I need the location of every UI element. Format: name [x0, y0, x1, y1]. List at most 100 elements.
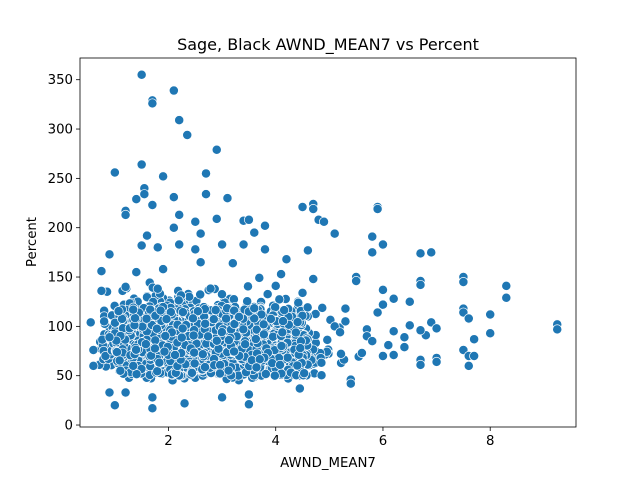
data-point-outlier: [120, 209, 131, 220]
data-point-outlier: [415, 279, 426, 290]
data-point: [221, 313, 232, 324]
data-point: [151, 323, 162, 334]
data-point: [128, 360, 139, 371]
data-point: [217, 289, 227, 300]
data-point-outlier: [227, 258, 238, 269]
data-point: [295, 343, 306, 354]
data-point-outlier: [458, 277, 469, 287]
data-point: [249, 313, 260, 324]
data-point-outlier: [351, 276, 362, 286]
data-point-outlier: [158, 171, 169, 182]
y-tick-label: 200: [48, 221, 73, 236]
data-point-outlier: [485, 328, 496, 339]
data-point-outlier: [182, 130, 193, 140]
data-point-outlier: [243, 389, 254, 400]
data-point: [189, 358, 200, 369]
data-point-outlier: [297, 287, 308, 298]
data-point-outlier: [388, 350, 399, 360]
data-point: [316, 357, 327, 368]
data-point: [292, 360, 303, 371]
data-point-outlier: [270, 280, 281, 291]
data-point: [140, 339, 151, 350]
y-axis-label: Percent: [25, 217, 40, 267]
data-point: [141, 313, 152, 324]
data-point-outlier: [174, 115, 185, 126]
data-point-outlier: [302, 245, 313, 256]
data-point: [262, 289, 273, 300]
data-point-outlier: [152, 242, 163, 253]
data-point: [187, 367, 197, 378]
data-point-outlier: [201, 168, 211, 179]
data-point-outlier: [104, 332, 115, 343]
data-point: [200, 362, 210, 373]
chart-title: Sage, Black AWND_MEAN7 vs Percent: [177, 35, 479, 55]
data-point-outlier: [297, 202, 308, 212]
data-point-outlier: [109, 167, 120, 178]
data-point: [238, 324, 249, 335]
y-tick-label: 50: [56, 369, 73, 384]
data-point-outlier: [404, 320, 415, 331]
data-point: [240, 339, 251, 350]
data-point-outlier: [345, 378, 356, 389]
data-point: [293, 297, 304, 308]
data-point: [131, 369, 142, 380]
data-point-outlier: [485, 309, 496, 320]
data-point: [317, 302, 328, 313]
data-point-outlier: [168, 222, 179, 233]
data-point: [203, 331, 214, 342]
data-point-outlier: [136, 69, 147, 80]
data-point-outlier: [136, 240, 147, 251]
y-tick-label: 0: [65, 419, 73, 434]
data-point: [269, 370, 280, 381]
data-point-outlier: [96, 285, 107, 296]
data-point-outlier: [131, 194, 142, 205]
data-point-outlier: [260, 244, 270, 255]
data-point: [149, 343, 160, 354]
data-point-outlier: [340, 303, 351, 314]
data-point: [188, 313, 198, 324]
x-tick-label: 8: [486, 434, 494, 449]
data-point: [154, 357, 165, 368]
data-point-outlier: [388, 293, 399, 304]
data-point-outlier: [463, 360, 474, 371]
data-point: [160, 331, 171, 341]
data-point-outlier: [147, 200, 158, 210]
data-point-outlier: [147, 392, 158, 403]
data-point-outlier: [415, 325, 426, 336]
data-point-outlier: [158, 264, 169, 275]
data-point-outlier: [88, 360, 99, 371]
data-point-outlier: [147, 98, 158, 109]
data-point: [115, 365, 126, 376]
y-tick-label: 150: [48, 271, 73, 286]
data-point-outlier: [120, 281, 131, 292]
data-point-outlier: [308, 274, 319, 284]
data-point: [243, 281, 253, 292]
data-point-outlier: [243, 399, 254, 410]
y-tick-label: 300: [48, 123, 73, 138]
data-point: [208, 314, 219, 325]
y-tick-label: 350: [48, 73, 73, 88]
data-point: [170, 350, 180, 360]
data-point: [210, 305, 221, 316]
data-point: [278, 316, 288, 327]
x-tick-label: 4: [271, 434, 279, 449]
data-point-outlier: [388, 326, 399, 337]
ticks-layer: 2 4 6 8 0 50 100 150 200 250 300 350: [48, 73, 495, 449]
data-point: [215, 359, 226, 370]
data-point: [100, 351, 111, 361]
data-point-outlier: [399, 342, 410, 353]
data-point-outlier: [139, 189, 150, 200]
data-point-outlier: [211, 144, 222, 155]
data-point-outlier: [367, 247, 378, 258]
data-point: [282, 352, 293, 363]
data-point-outlier: [399, 332, 410, 343]
data-point-outlier: [372, 203, 383, 214]
data-point-outlier: [174, 239, 185, 250]
points-layer: [85, 69, 563, 414]
data-point: [211, 335, 222, 346]
data-point: [214, 368, 225, 379]
data-point-outlier: [431, 356, 442, 367]
data-point: [277, 327, 288, 338]
data-point-outlier: [109, 400, 120, 411]
